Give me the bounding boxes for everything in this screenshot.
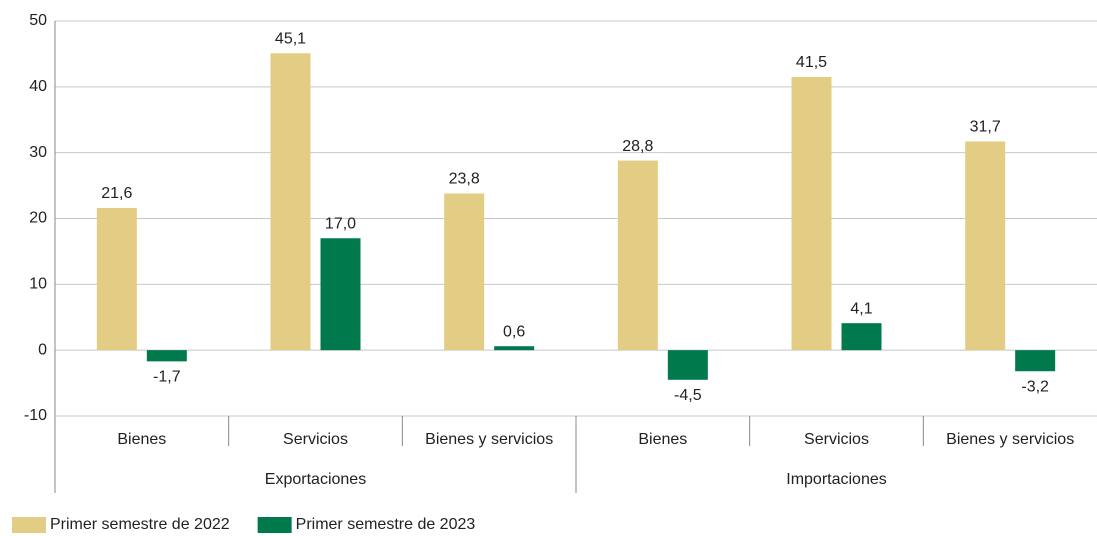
- value-label: 23,8: [449, 171, 480, 188]
- bar: [494, 346, 535, 351]
- y-tick-label: -10: [24, 407, 47, 424]
- value-label: 28,8: [622, 138, 653, 155]
- x-tick-label: Servicios: [283, 431, 348, 448]
- value-label: 21,6: [101, 185, 132, 202]
- legend-swatch: [12, 517, 46, 533]
- value-label: -1,7: [153, 369, 181, 386]
- value-label: 41,5: [796, 54, 827, 71]
- bar: [320, 238, 361, 351]
- value-label: -4,5: [674, 387, 702, 404]
- group-label: Importaciones: [786, 471, 887, 488]
- bar: [1015, 350, 1056, 372]
- value-label: 4,1: [850, 300, 872, 317]
- legend-label: Primer semestre de 2023: [296, 516, 476, 533]
- group-label: Exportaciones: [265, 471, 366, 488]
- bar: [444, 193, 485, 351]
- bar: [667, 350, 708, 380]
- x-tick-label: Bienes: [117, 431, 166, 448]
- y-tick-label: 30: [29, 144, 47, 161]
- x-tick-label: Servicios: [804, 431, 869, 448]
- value-label: -3,2: [1021, 378, 1049, 395]
- legend-swatch: [257, 517, 292, 533]
- y-tick-label: 10: [29, 276, 47, 293]
- x-tick-label: Bienes: [638, 431, 687, 448]
- bar: [965, 141, 1006, 351]
- bar: [146, 350, 187, 362]
- value-label: 45,1: [275, 30, 306, 47]
- bar: [791, 76, 832, 351]
- y-tick-label: 40: [29, 78, 47, 95]
- y-tick-label: 0: [38, 341, 47, 358]
- bar: [270, 53, 311, 351]
- value-label: 17,0: [325, 215, 356, 232]
- legend-label: Primer semestre de 2022: [50, 516, 230, 533]
- y-tick-label: 50: [29, 12, 47, 29]
- x-tick-label: Bienes y servicios: [425, 431, 553, 448]
- bar: [617, 160, 658, 351]
- value-label: 31,7: [970, 119, 1001, 136]
- bar: [841, 323, 882, 351]
- bar: [96, 207, 137, 351]
- value-label: 0,6: [503, 323, 525, 340]
- y-tick-label: 20: [29, 210, 47, 227]
- x-tick-label: Bienes y servicios: [946, 431, 1074, 448]
